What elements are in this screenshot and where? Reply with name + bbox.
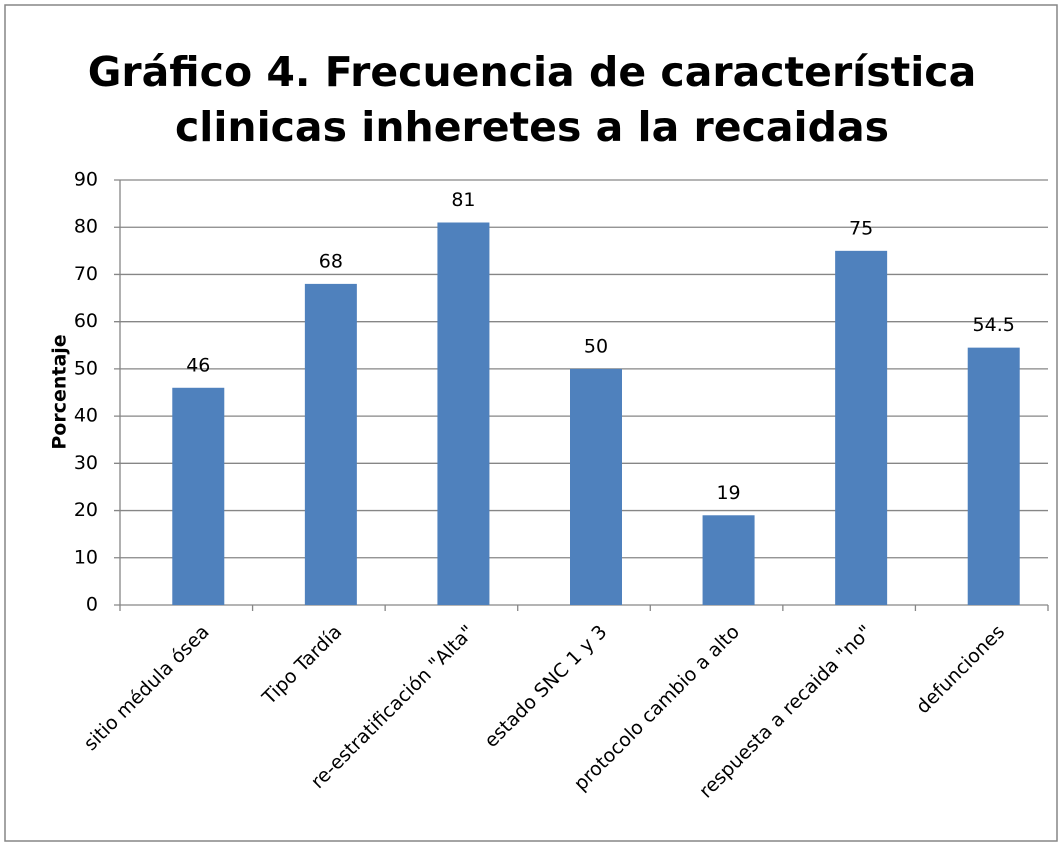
data-label: 19 [716,482,740,504]
bar [437,222,490,605]
y-tick-label: 40 [74,405,98,427]
y-tick-label: 20 [74,499,98,521]
bar [967,347,1020,605]
y-tick-label: 90 [74,169,98,191]
bar [304,283,357,605]
bar [172,387,225,605]
bar [835,250,888,606]
data-label: 68 [319,250,343,272]
chart-title: Gráfico 4. Frecuencia de característica [88,48,977,96]
y-tick-label: 10 [74,546,98,568]
y-tick-label: 30 [74,452,98,474]
y-tick-label: 0 [86,594,98,616]
bar [570,368,622,605]
data-label: 50 [584,335,608,357]
data-label: 75 [849,217,873,239]
bar [702,515,755,605]
y-axis-label: Porcentaje [49,334,71,449]
chart-title: clinicas inheretes a la recaidas [175,103,889,151]
data-label: 81 [451,189,475,211]
y-tick-label: 60 [74,310,98,332]
y-tick-label: 50 [74,357,98,379]
y-tick-label: 70 [74,263,98,285]
data-label: 54.5 [973,314,1015,336]
data-label: 46 [186,354,210,376]
y-tick-label: 80 [74,216,98,238]
